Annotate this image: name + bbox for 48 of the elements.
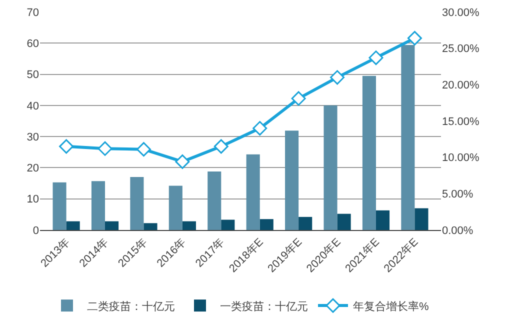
bar (221, 220, 235, 230)
point (291, 91, 306, 106)
bar (337, 214, 351, 230)
y2-tick-label: 30.00% (442, 6, 480, 19)
bar (208, 171, 222, 230)
bar (52, 182, 66, 230)
point (175, 154, 190, 169)
y-tick-label: 0 (32, 224, 39, 237)
y-tick-label: 40 (26, 100, 39, 112)
bar (168, 186, 182, 230)
point (214, 139, 228, 154)
bar (414, 208, 428, 230)
legend-label: 一类疫苗：十亿元 (220, 300, 308, 313)
y-tick-label: 70 (26, 6, 39, 19)
bar (376, 210, 390, 230)
y-tick-label: 50 (26, 69, 39, 82)
bar (401, 45, 415, 230)
legend-label: 年复合增长率% (353, 300, 429, 313)
y-tick-label: 10 (26, 194, 39, 206)
bar (66, 221, 80, 230)
point (98, 141, 112, 156)
legend-label: 二类疫苗：十亿元 (87, 300, 175, 313)
y2-tick-label: 20.00% (442, 80, 480, 92)
y2-tick-label: 5.00% (442, 188, 474, 201)
y2-tick-label: 15.00% (442, 116, 480, 128)
bar (298, 216, 312, 230)
bar (362, 76, 376, 230)
point (59, 139, 74, 154)
bar (130, 177, 144, 230)
point (407, 30, 422, 46)
bar (324, 105, 338, 230)
bar (260, 219, 274, 230)
point (368, 50, 384, 66)
y2-tick-label: 0.00% (442, 224, 474, 237)
y-tick-label: 60 (26, 38, 39, 50)
y-tick-label: 30 (26, 131, 39, 144)
bar (144, 223, 158, 230)
y2-tick-label: 25.00% (442, 43, 480, 56)
bar (285, 130, 299, 230)
y-tick-label: 20 (26, 162, 39, 175)
bar (182, 221, 196, 230)
point (252, 121, 268, 136)
point (136, 142, 151, 157)
y2-tick-label: 10.00% (442, 152, 480, 164)
bar (246, 154, 260, 230)
bar (105, 221, 119, 230)
bar (91, 181, 106, 230)
point (330, 70, 345, 85)
